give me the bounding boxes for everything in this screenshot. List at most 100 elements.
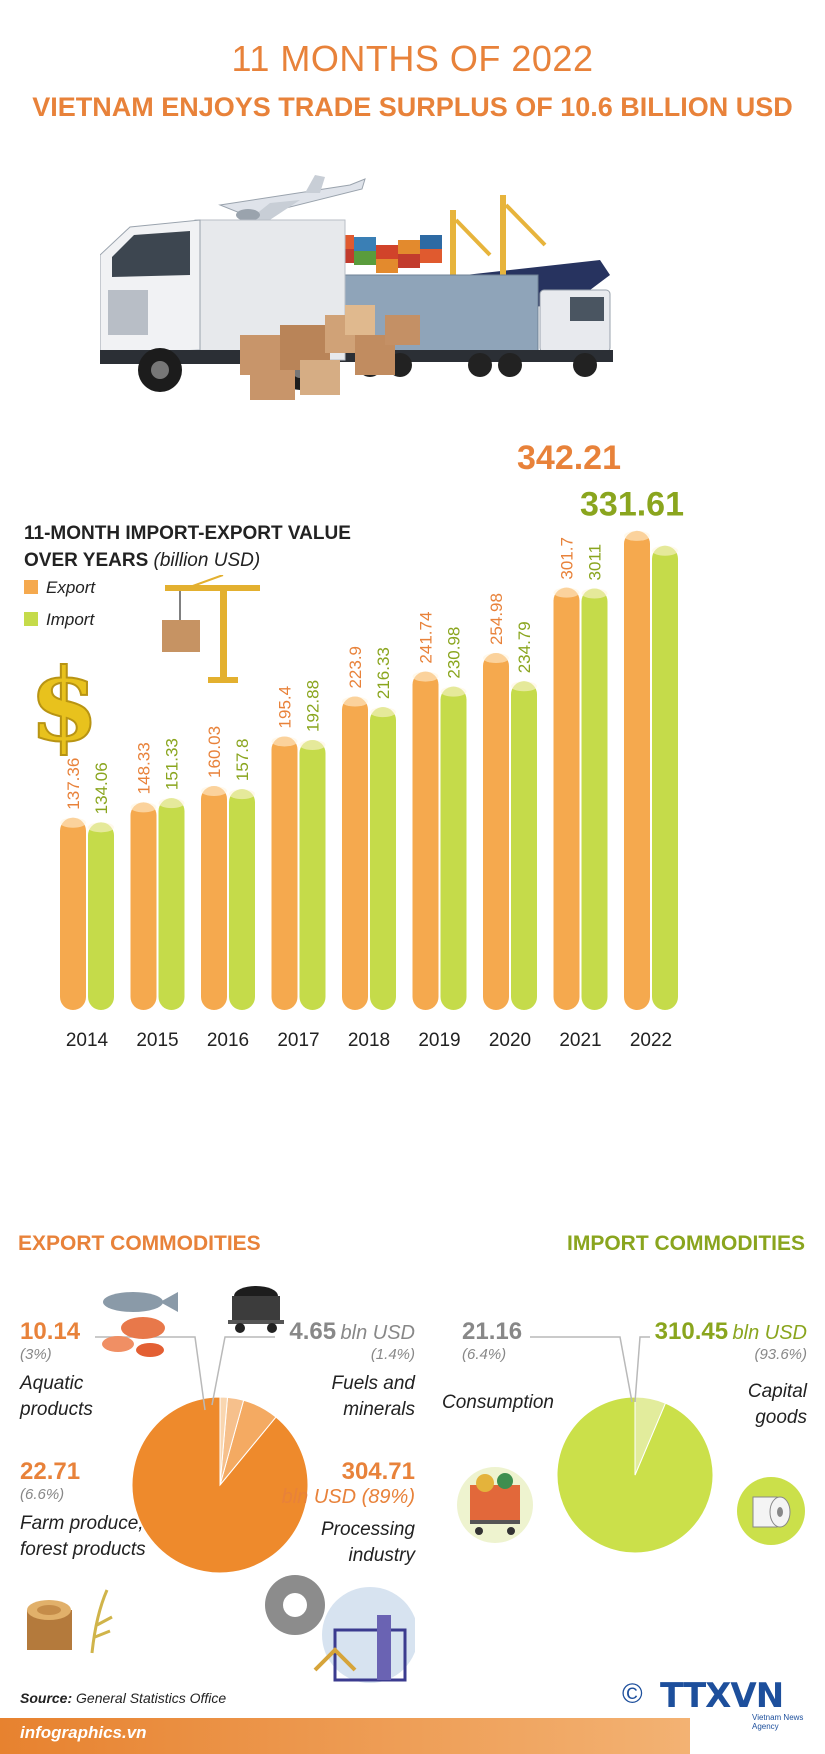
import-value-label-2016: 157.8 (233, 739, 252, 782)
import-value-label-2022: 331.61 (580, 486, 684, 524)
export-bar-2017 (271, 736, 298, 1010)
bar-cap (229, 789, 255, 800)
bar-cap (581, 588, 608, 599)
bar-chart-unit: (billion USD) (153, 550, 261, 571)
bar-body (440, 686, 467, 1010)
export-value-label-2016: 160.03 (205, 726, 224, 778)
aquatic-percent: (3%) (20, 1346, 52, 1363)
svg-text:$: $ (29, 652, 99, 757)
import-bar-2016 (229, 789, 255, 1010)
paper-roll-icon (737, 1477, 805, 1545)
pie-slice-processing-industry (131, 1396, 309, 1574)
import-section-title: IMPORT COMMODITIES (567, 1232, 805, 1255)
farm-name-line1: Farm produce, (20, 1513, 144, 1534)
coal-cart-icon (228, 1286, 284, 1333)
x-tick-label-2022: 2022 (630, 1030, 672, 1051)
bar-body (60, 817, 86, 1010)
export-value-label-2017: 195.4 (276, 686, 295, 729)
source-label: Source: (20, 1690, 73, 1706)
farm-value: 22.71 (20, 1458, 81, 1485)
x-tick-label-2018: 2018 (348, 1030, 390, 1051)
bar-cap (440, 686, 467, 697)
site-link[interactable]: infographics.vn (20, 1723, 147, 1742)
bar-chart-title: 11-MONTH IMPORT-EXPORT VALUE OVER YEARS … (24, 520, 404, 574)
bar-body (370, 707, 396, 1010)
fuels-name-line2: minerals (343, 1399, 415, 1420)
bar-body (624, 530, 650, 1010)
farm-name-line2: forest products (20, 1539, 146, 1560)
x-tick-label-2014: 2014 (66, 1030, 109, 1051)
fish-icon (102, 1292, 178, 1357)
export-bar-2021 (553, 587, 580, 1010)
bar-body (412, 671, 439, 1010)
bar-cap (299, 739, 326, 750)
bar-body (158, 798, 185, 1010)
bar-chart-title-text: 11-MONTH IMPORT-EXPORT VALUE OVER YEARS (24, 523, 351, 571)
aquatic-label: 10.14 (3%) Aquatic products (20, 1318, 93, 1423)
farm-label: 22.71 (6.6%) Farm produce, forest produc… (20, 1458, 146, 1563)
airplane-truck-ship-hero-image (100, 175, 613, 400)
legend-export: Export (24, 578, 95, 598)
bar-cap (60, 817, 86, 828)
export-section-title: EXPORT COMMODITIES (18, 1232, 261, 1255)
x-tick-label-2019: 2019 (418, 1030, 460, 1051)
import-value-label-2021: 3011 (586, 544, 605, 581)
bar-body (201, 785, 227, 1010)
page-title-line1: 11 MONTHS OF 2022 (231, 38, 594, 79)
consumption-name: Consumption (442, 1392, 554, 1413)
bar-cap (342, 696, 368, 707)
crane-box-icon (162, 575, 260, 683)
export-bar-2015 (130, 802, 157, 1010)
bar-cap (553, 587, 580, 598)
processing-unit: bln USD (89%) (281, 1486, 415, 1508)
farm-percent: (6.6%) (20, 1486, 65, 1503)
ttxvn-logo-subtitle: Vietnam News Agency (752, 1713, 804, 1731)
x-tick-label-2020: 2020 (489, 1030, 531, 1051)
bar-cap (624, 530, 650, 541)
import-bar-2021 (581, 588, 608, 1010)
wood-log-icon (27, 1589, 113, 1654)
bar-body (483, 653, 509, 1010)
footer-bar (0, 1718, 690, 1754)
pie-slice-fuels-and-minerals (219, 1396, 229, 1486)
bar-body (130, 802, 157, 1010)
bar-body (88, 822, 114, 1010)
export-bar-2020 (483, 653, 509, 1010)
bar-cap (271, 736, 298, 747)
export-bar-2014 (60, 817, 86, 1010)
export-value-label-2019: 241.74 (417, 612, 436, 664)
gear-industry-icon (265, 1575, 415, 1683)
import-bar-2014 (88, 822, 114, 1010)
aquatic-value: 10.14 (20, 1318, 81, 1345)
processing-name-line2: industry (348, 1545, 415, 1566)
export-bar-2018 (342, 696, 368, 1010)
import-pie-chart (556, 1396, 714, 1554)
capital-percent: (93.6%) (754, 1346, 807, 1363)
bar-body (511, 681, 537, 1010)
legend-import-swatch (24, 612, 38, 626)
export-value-label-2018: 223.9 (346, 646, 365, 689)
export-value-label-2014: 137.36 (64, 758, 83, 810)
export-bar-2019 (412, 671, 439, 1010)
legend-import: Import (24, 610, 94, 630)
import-bar-2020 (511, 681, 537, 1010)
processing-value: 304.71 (341, 1458, 415, 1485)
bar-cap (511, 681, 537, 692)
processing-name-line1: Processing (321, 1519, 415, 1540)
capital-unit: bln USD (732, 1322, 807, 1344)
bar-cap (652, 545, 678, 556)
fuels-percent: (1.4%) (370, 1346, 415, 1363)
import-bar-2019 (440, 686, 467, 1010)
aquatic-name-line1: Aquatic (20, 1373, 84, 1394)
bar-cap (130, 802, 157, 813)
capital-name-line2: goods (755, 1407, 807, 1428)
import-value-label-2018: 216.33 (374, 647, 393, 699)
consumption-label: 21.16 (6.4%) (462, 1318, 522, 1363)
import-value-label-2015: 151.33 (163, 738, 182, 790)
legend-export-label: Export (46, 578, 96, 597)
source-value: General Statistics Office (76, 1690, 227, 1706)
export-value-label-2020: 254.98 (487, 593, 506, 645)
capital-value: 310.45 (654, 1318, 729, 1345)
x-tick-label-2017: 2017 (277, 1030, 319, 1051)
ttxvn-logo: TTXVN (660, 1676, 784, 1716)
